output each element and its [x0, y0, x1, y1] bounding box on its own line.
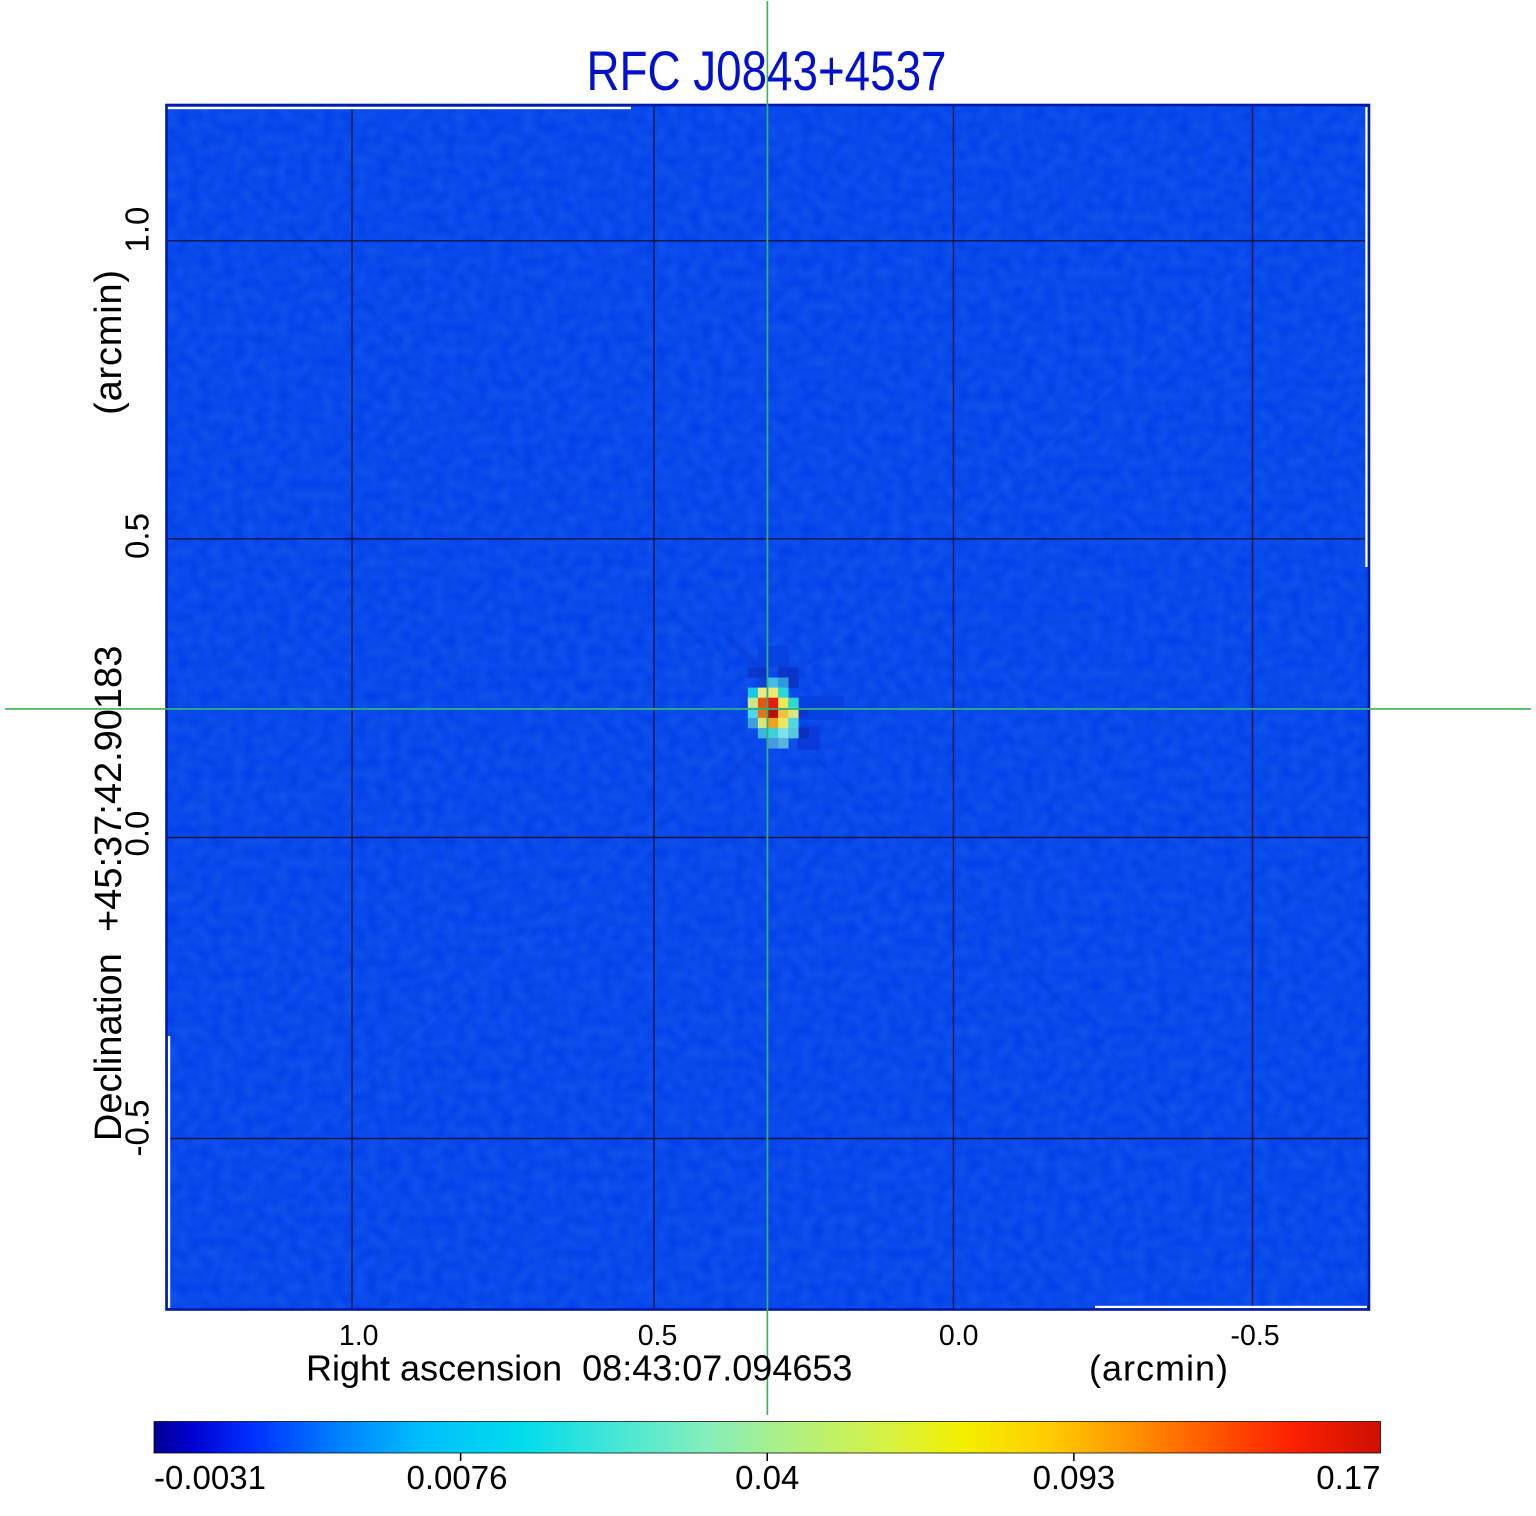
svg-text:0.04: 0.04	[735, 1459, 799, 1496]
svg-text:(arcmin): (arcmin)	[88, 269, 130, 415]
svg-text:0.093: 0.093	[1033, 1459, 1116, 1496]
svg-text:Right ascension 08:43:07.0946: Right ascension 08:43:07.094653	[306, 1348, 852, 1389]
svg-text:0.17: 0.17	[1316, 1459, 1380, 1496]
svg-text:0.0: 0.0	[119, 811, 156, 857]
svg-text:1.0: 1.0	[119, 207, 156, 253]
svg-text:RFC J0843+4537: RFC J0843+4537	[587, 39, 947, 102]
svg-text:-0.5: -0.5	[1231, 1320, 1280, 1352]
svg-text:1.0: 1.0	[339, 1320, 379, 1352]
svg-text:0.5: 0.5	[638, 1320, 678, 1352]
svg-text:Declination +45:37:42.90183: Declination +45:37:42.90183	[88, 646, 130, 1141]
svg-text:0.5: 0.5	[119, 513, 156, 559]
svg-text:-0.5: -0.5	[119, 1100, 156, 1157]
svg-text:(arcmin): (arcmin)	[1089, 1348, 1229, 1389]
svg-text:0.0: 0.0	[939, 1320, 979, 1352]
svg-text:-0.0031: -0.0031	[154, 1459, 266, 1496]
svg-text:0.0076: 0.0076	[407, 1459, 508, 1496]
